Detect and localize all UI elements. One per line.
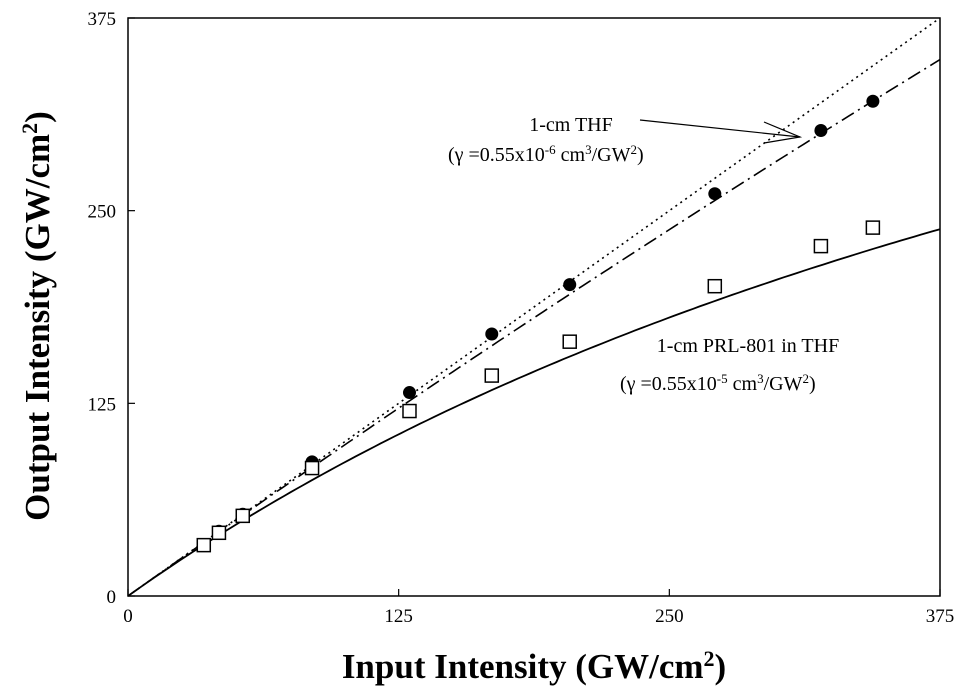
point-open-square bbox=[196, 537, 212, 553]
y-axis-title-text: Output Intensity (GW/cm bbox=[18, 134, 57, 521]
point-filled-circle bbox=[814, 124, 828, 138]
anno-prl-post: /GW bbox=[764, 373, 803, 395]
x-axis-title-sup: 2 bbox=[704, 646, 715, 671]
point-filled-circle bbox=[563, 278, 577, 292]
point-filled-circle bbox=[485, 327, 499, 341]
point-open-square bbox=[304, 460, 320, 476]
x-tick-label: 250 bbox=[655, 606, 684, 627]
anno-thf-close: ) bbox=[637, 144, 644, 166]
y-tick-label: 250 bbox=[88, 202, 117, 223]
anno-thf-sup3: 2 bbox=[630, 142, 637, 157]
anno-prl-pre: (γ =0.55x10 bbox=[620, 373, 717, 395]
curves bbox=[127, 17, 941, 597]
x-tick-label: 125 bbox=[384, 606, 413, 627]
plot-frame bbox=[127, 17, 941, 597]
point-filled-circle bbox=[708, 187, 722, 201]
point-open-square bbox=[865, 220, 881, 235]
anno-prl-close: ) bbox=[809, 373, 816, 395]
curve-solid bbox=[127, 228, 941, 597]
y-axis-title-sup: 2 bbox=[17, 123, 42, 134]
point-open-square bbox=[813, 238, 829, 254]
curve-dotted bbox=[127, 17, 941, 597]
anno-thf-mid: cm bbox=[556, 144, 586, 166]
point-open-square bbox=[484, 368, 500, 383]
anno-thf-post: /GW bbox=[592, 144, 631, 166]
x-axis-title-text: Input Intensity (GW/cm bbox=[342, 647, 704, 686]
x-tick-label: 375 bbox=[926, 606, 955, 627]
point-open-square bbox=[211, 525, 227, 541]
x-axis-title-close: ) bbox=[715, 647, 727, 686]
point-open-square bbox=[235, 508, 251, 524]
anno-thf-pre: (γ =0.55x10 bbox=[448, 144, 545, 166]
data-points bbox=[196, 94, 881, 553]
annotation-thf-line1: 1-cm THF bbox=[529, 114, 613, 136]
curve-dash-dot bbox=[127, 58, 941, 597]
x-tick-label: 0 bbox=[123, 606, 133, 627]
anno-thf-sup1: -6 bbox=[545, 142, 556, 157]
point-open-square bbox=[707, 278, 723, 294]
point-open-square bbox=[402, 403, 417, 419]
annotation-arrow bbox=[639, 119, 803, 144]
anno-thf-sup2: 3 bbox=[585, 142, 592, 157]
anno-prl-mid: cm bbox=[728, 373, 758, 395]
y-axis-title: Output Intensity (GW/cm2) bbox=[17, 111, 58, 521]
y-tick-labels: 0 125 250 375 bbox=[88, 9, 117, 608]
point-open-square bbox=[562, 334, 577, 349]
y-axis-title-close: ) bbox=[18, 111, 57, 123]
y-tick-label: 375 bbox=[88, 9, 117, 30]
annotation-thf-line2: (γ =0.55x10-6 cm3/GW2) bbox=[448, 142, 644, 167]
anno-prl-sup2: 3 bbox=[757, 371, 764, 386]
anno-prl-sup3: 2 bbox=[802, 371, 809, 386]
annotation-prl-line2: (γ =0.55x10-5 cm3/GW2) bbox=[620, 371, 816, 396]
anno-prl-sup1: -5 bbox=[717, 371, 728, 386]
annotation-prl-line1: 1-cm PRL-801 in THF bbox=[657, 335, 839, 357]
point-filled-circle bbox=[866, 94, 880, 108]
x-axis-title: Input Intensity (GW/cm2) bbox=[342, 646, 726, 687]
y-tick-label: 0 bbox=[107, 587, 117, 608]
point-filled-circle bbox=[402, 386, 416, 400]
x-tick-labels: 0 125 250 375 bbox=[123, 606, 954, 627]
y-tick-label: 125 bbox=[88, 394, 117, 415]
